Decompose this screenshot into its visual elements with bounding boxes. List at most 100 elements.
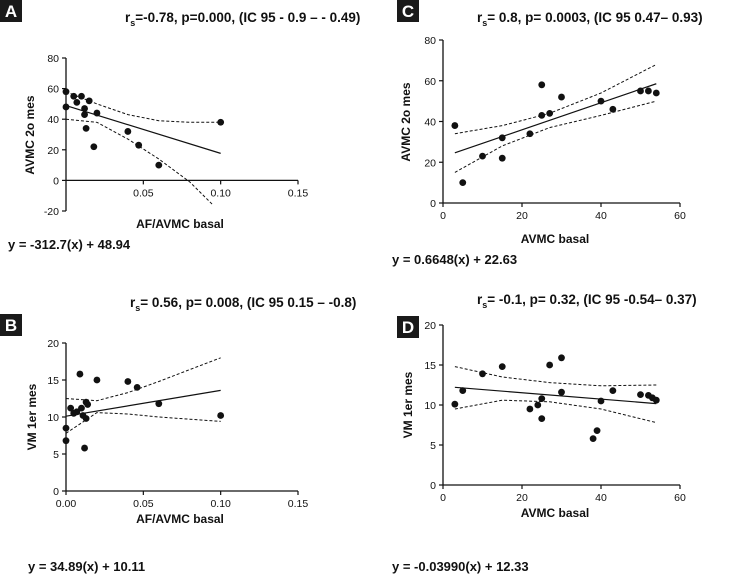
data-point bbox=[459, 179, 467, 187]
x-tick-label: 20 bbox=[516, 210, 528, 222]
regression-line bbox=[454, 83, 657, 154]
y-tick-label: 10 bbox=[424, 400, 436, 412]
y-tick-label: 5 bbox=[53, 449, 59, 461]
data-point bbox=[609, 387, 617, 394]
data-point bbox=[78, 92, 85, 100]
x-tick-label: 0.05 bbox=[133, 498, 154, 510]
data-point bbox=[90, 143, 98, 151]
y-tick-label: 80 bbox=[424, 35, 436, 47]
data-point bbox=[82, 124, 90, 132]
ci-upper-band bbox=[65, 357, 221, 402]
panel-letter-box bbox=[0, 0, 22, 22]
stat-subscript: s bbox=[135, 303, 140, 313]
data-point bbox=[479, 152, 486, 160]
data-point bbox=[526, 130, 534, 138]
data-point bbox=[85, 97, 93, 105]
data-point bbox=[479, 370, 486, 378]
data-point bbox=[124, 128, 132, 135]
stat-r: r bbox=[477, 10, 483, 25]
ci-lower-band bbox=[65, 118, 214, 206]
data-point bbox=[217, 118, 225, 126]
correlation-stat: rs= -0.1, p= 0.32, (IC 95 -0.54– 0.37) bbox=[477, 292, 697, 310]
x-tick-label: 0 bbox=[440, 492, 446, 504]
ci-lower-band bbox=[454, 100, 657, 173]
data-point bbox=[217, 412, 225, 419]
ci-upper-band bbox=[454, 366, 657, 387]
y-tick-label: 80 bbox=[47, 53, 59, 65]
y-tick-label: 10 bbox=[47, 412, 59, 424]
panel-letter: D bbox=[402, 318, 414, 337]
data-point bbox=[73, 408, 81, 416]
regression-line bbox=[454, 386, 657, 405]
panel-letter: C bbox=[402, 2, 414, 21]
ci-upper-band bbox=[65, 91, 221, 123]
data-point bbox=[133, 384, 141, 391]
data-point bbox=[124, 378, 132, 385]
data-point bbox=[70, 92, 78, 100]
y-tick-label: 20 bbox=[47, 338, 59, 350]
data-point bbox=[78, 404, 85, 412]
y-tick-label: 60 bbox=[424, 76, 436, 88]
panel-letter-box bbox=[397, 316, 419, 338]
y-tick-label: 20 bbox=[424, 157, 436, 169]
data-point bbox=[93, 109, 101, 117]
data-point bbox=[645, 87, 652, 95]
stat-subscript: s bbox=[482, 18, 487, 28]
stat-r: r bbox=[477, 292, 483, 307]
data-point bbox=[76, 370, 84, 378]
y-tick-label: -20 bbox=[44, 206, 59, 218]
stat-values: = -0.1, p= 0.32, (IC 95 -0.54– 0.37) bbox=[487, 292, 696, 307]
data-point bbox=[155, 161, 163, 169]
y-axis-title: VM 1er mes bbox=[401, 371, 415, 438]
data-point bbox=[526, 405, 534, 413]
data-point bbox=[609, 105, 617, 113]
x-tick-label: 0 bbox=[440, 210, 446, 222]
y-axis-title: VM 1er mes bbox=[25, 383, 39, 450]
y-tick-label: 40 bbox=[424, 117, 436, 129]
correlation-stat: rs= 0.8, p= 0.0003, (IC 95 0.47– 0.93) bbox=[477, 10, 703, 28]
y-tick-label: 0 bbox=[430, 480, 436, 492]
data-point bbox=[538, 111, 546, 119]
stat-subscript: s bbox=[130, 18, 135, 28]
data-point bbox=[558, 388, 565, 396]
y-tick-label: 0 bbox=[430, 198, 436, 210]
data-point bbox=[498, 154, 506, 162]
panel-letter: B bbox=[5, 316, 17, 335]
data-point bbox=[538, 415, 546, 422]
regression-line bbox=[65, 104, 221, 154]
data-point bbox=[67, 404, 75, 412]
x-tick-label: 0.00 bbox=[56, 498, 77, 510]
data-point bbox=[558, 93, 565, 101]
data-point bbox=[81, 111, 88, 119]
data-point bbox=[652, 396, 660, 404]
data-point bbox=[62, 437, 70, 445]
data-point bbox=[637, 87, 644, 95]
data-point bbox=[498, 363, 506, 370]
regression-equation: y = 34.89(x) + 10.11 bbox=[28, 559, 145, 574]
y-axis-title: AVMC 2o mes bbox=[23, 95, 37, 174]
data-point bbox=[73, 98, 81, 106]
data-point bbox=[155, 400, 163, 408]
y-tick-label: 5 bbox=[430, 440, 436, 452]
ci-upper-band bbox=[454, 64, 657, 135]
data-point bbox=[589, 435, 597, 442]
data-point bbox=[82, 415, 90, 422]
panel-d: Drs= -0.1, p= 0.32, (IC 95 -0.54– 0.37) y… bbox=[392, 292, 697, 574]
x-axis-title: AVMC basal bbox=[521, 506, 589, 520]
stat-r: r bbox=[130, 295, 136, 310]
data-point bbox=[558, 354, 565, 362]
x-tick-label: 0.05 bbox=[133, 187, 154, 199]
y-tick-label: 60 bbox=[47, 84, 59, 96]
data-point bbox=[135, 141, 143, 149]
correlation-stat: rs=-0.78, p=0.000, (IC 95 - 0.9 – - 0.49… bbox=[125, 10, 360, 28]
y-tick-label: 20 bbox=[47, 145, 59, 157]
stat-values: = 0.8, p= 0.0003, (IC 95 0.47– 0.93) bbox=[487, 10, 702, 25]
data-point bbox=[81, 105, 88, 112]
data-point bbox=[597, 97, 605, 105]
data-point bbox=[93, 376, 101, 384]
x-tick-label: 0.10 bbox=[210, 498, 231, 510]
x-tick-label: 0.10 bbox=[210, 187, 231, 199]
data-point bbox=[62, 103, 70, 111]
